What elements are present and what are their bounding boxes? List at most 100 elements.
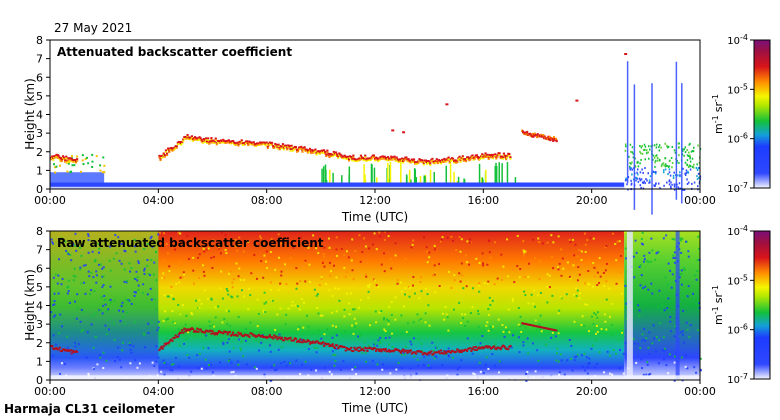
noise-speckle [99, 356, 102, 359]
noise-speckle [560, 353, 563, 356]
evening-cloud [547, 135, 550, 139]
noise-speckle [230, 371, 233, 374]
noise-speckle [304, 360, 307, 363]
noise-speckle [297, 328, 300, 331]
noise-speckle [396, 282, 399, 285]
noise-speckle [345, 250, 348, 253]
precip-echo [664, 168, 667, 171]
noise-speckle [388, 336, 391, 339]
evening-cloud [531, 135, 534, 138]
noise-speckle [605, 280, 608, 283]
cloud-edge [495, 158, 498, 160]
noise-speckle [686, 295, 689, 298]
low-echo [485, 181, 487, 183]
noise-speckle [170, 285, 173, 288]
noise-speckle [560, 248, 563, 251]
noise-speckle [143, 269, 146, 272]
noise-speckle [330, 373, 333, 376]
raw-cloud [398, 350, 402, 353]
raw-cloud [401, 349, 404, 352]
precip-echo [636, 171, 638, 174]
noise-speckle [420, 276, 423, 279]
noise-speckle [698, 247, 701, 250]
noise-speckle [368, 247, 371, 250]
noise-speckle [482, 264, 485, 267]
morning-echo [71, 164, 74, 167]
x-tick-label: 04:00 [142, 194, 174, 207]
raw-cloud [432, 352, 435, 355]
cloud-edge [470, 157, 473, 159]
noise-speckle [689, 324, 692, 327]
raw-cloud [70, 352, 73, 355]
precip-echo [679, 175, 681, 178]
noise-speckle [87, 379, 90, 382]
cloud-edge [436, 162, 439, 165]
noise-speckle [534, 319, 537, 322]
cloud-core [323, 149, 326, 152]
precip-streak [626, 61, 629, 184]
noise-speckle [359, 333, 362, 336]
noise-speckle [291, 300, 294, 303]
noise-speckle [303, 261, 306, 264]
noise-speckle [315, 294, 318, 297]
cloud-core [428, 160, 431, 163]
noise-speckle [115, 252, 118, 255]
cloud-edge [207, 139, 210, 141]
noise-speckle [673, 355, 676, 358]
noise-speckle [620, 292, 623, 295]
cloud-core [63, 156, 66, 159]
noise-speckle [91, 250, 94, 253]
noise-speckle [583, 352, 586, 355]
noise-speckle [461, 313, 464, 316]
noise-speckle [466, 261, 469, 264]
cloud-core [447, 156, 450, 159]
precip-echo [668, 171, 671, 174]
precip-echo [655, 171, 657, 174]
noise-speckle [580, 258, 583, 261]
precip-echo [663, 169, 665, 172]
precip-echo [685, 171, 688, 174]
noise-speckle [638, 265, 641, 268]
noise-speckle [550, 255, 553, 258]
cloud-edge [468, 159, 471, 162]
noise-speckle [116, 356, 119, 359]
morning-echo [99, 164, 102, 167]
noise-speckle [575, 287, 578, 290]
raw-cloud [268, 334, 272, 337]
noise-speckle [292, 246, 295, 249]
noise-speckle [223, 317, 226, 320]
noise-speckle [240, 379, 243, 382]
noise-speckle [534, 370, 537, 373]
y-tick-label: 4 [36, 109, 43, 122]
raw-cloud [481, 346, 484, 349]
cloud-edge [445, 160, 448, 163]
cloud-edge [456, 161, 459, 164]
cloud-edge [289, 150, 292, 152]
colorbar-tick-label: 10-7 [727, 372, 748, 386]
cloud-edge [292, 148, 295, 151]
evening-cloud [555, 137, 558, 141]
noise-speckle [624, 342, 627, 345]
raw-cloud [275, 335, 278, 338]
raw-evening-cloud [541, 326, 544, 329]
noise-speckle [465, 285, 468, 288]
noise-speckle [394, 318, 397, 321]
noise-speckle [238, 338, 241, 341]
noise-speckle [532, 289, 535, 292]
noise-speckle [445, 350, 448, 353]
noise-speckle [125, 312, 128, 315]
cloud-edge [180, 144, 183, 146]
noise-speckle [230, 361, 233, 364]
cloud-core [352, 154, 355, 157]
low-echo [322, 166, 325, 183]
low-echo [329, 169, 331, 183]
noise-speckle [326, 328, 329, 331]
raw-cloud [164, 343, 168, 346]
noise-speckle [74, 300, 77, 303]
noise-speckle [269, 251, 272, 254]
noise-speckle [147, 322, 150, 325]
y-tick-label: 3 [36, 318, 43, 331]
noise-speckle [431, 260, 434, 263]
cloud-core [358, 157, 361, 160]
noise-speckle [87, 270, 90, 273]
